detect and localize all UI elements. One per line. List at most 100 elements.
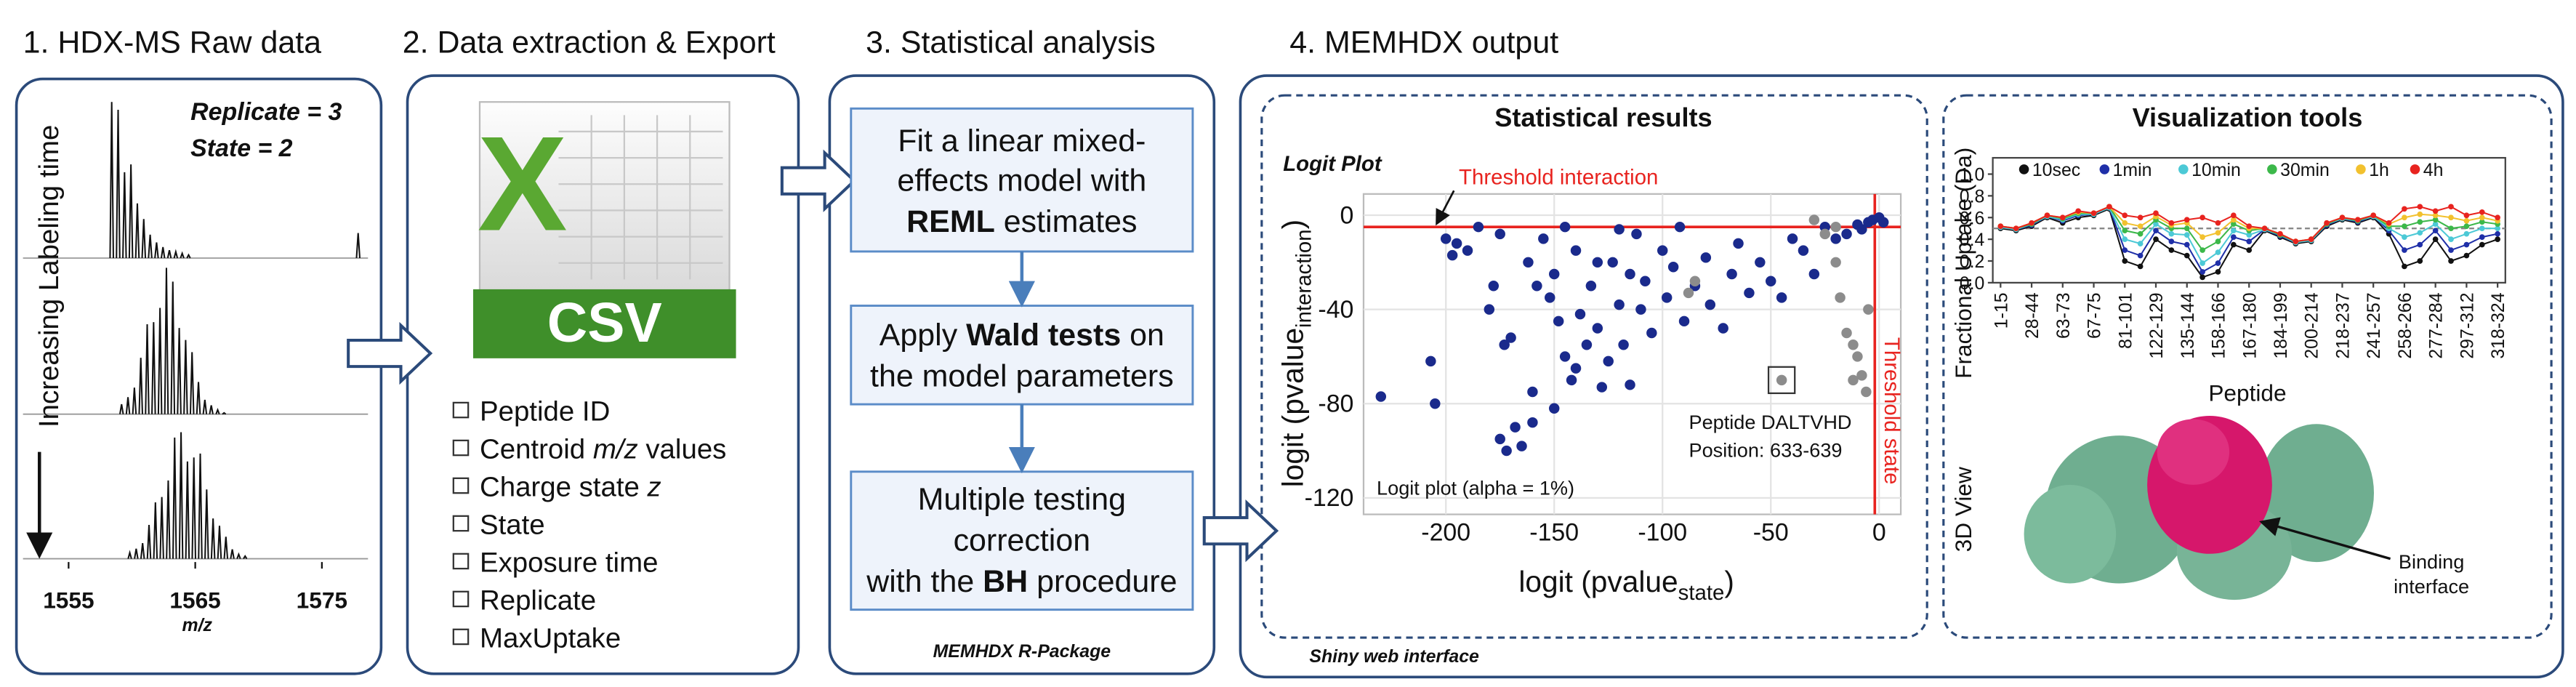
- point: [1618, 339, 1629, 350]
- x-tick-label: 200-214: [2302, 292, 2322, 358]
- point: [2495, 230, 2500, 237]
- point: [2402, 247, 2407, 253]
- field: State: [480, 510, 545, 541]
- point: [1830, 233, 1841, 244]
- point: [1830, 221, 1841, 233]
- y-tick-label: -120: [1305, 484, 1354, 512]
- point: [1667, 262, 1679, 273]
- point: [2153, 210, 2159, 217]
- point: [1635, 304, 1646, 315]
- spectrum: [109, 102, 361, 259]
- heading: 3. Statistical analysis: [866, 25, 1156, 60]
- point: [2231, 234, 2237, 240]
- x-tick-label: 158-166: [2209, 292, 2229, 358]
- point: [2215, 269, 2221, 275]
- legend-swatch: [2356, 164, 2366, 174]
- point: [1592, 257, 1603, 268]
- point: [1451, 238, 1462, 249]
- point: [2417, 219, 2423, 225]
- point: [2402, 223, 2407, 230]
- point: [1661, 292, 1673, 303]
- x-tick-label: -150: [1529, 519, 1579, 547]
- field: Exposure time: [480, 547, 658, 579]
- point: [2479, 219, 2485, 225]
- x-tick-label: -100: [1638, 519, 1687, 547]
- spectrum: [127, 432, 248, 560]
- flow-arrow: [347, 321, 433, 385]
- point: [1848, 374, 1859, 386]
- point: [1473, 221, 1484, 233]
- point: [2013, 225, 2019, 232]
- view-label: 3D View: [1950, 467, 1976, 552]
- point: [2246, 238, 2253, 244]
- point: [1819, 228, 1830, 240]
- point: [2354, 217, 2361, 223]
- point: [1505, 332, 1516, 343]
- x-tick-label: -200: [1421, 519, 1470, 547]
- point: [1625, 379, 1635, 390]
- point: [1678, 316, 1690, 327]
- point: [2463, 223, 2470, 230]
- point: [2183, 217, 2190, 223]
- legend-swatch: [2178, 164, 2189, 174]
- point: [2448, 204, 2454, 210]
- y-tick-label: 0.2: [1960, 252, 1985, 272]
- x-tick-label: 277-284: [2426, 292, 2447, 358]
- point: [1861, 386, 1872, 398]
- point: [1494, 433, 1505, 445]
- point: [2231, 212, 2237, 219]
- point: [1997, 223, 2004, 230]
- point: [1683, 287, 1694, 299]
- point: [1808, 214, 1820, 225]
- point: [1585, 280, 1597, 292]
- point: [2402, 234, 2407, 240]
- point: [2432, 236, 2439, 242]
- annotation: Position: 633-639: [1689, 438, 1842, 461]
- point: [2370, 212, 2377, 219]
- point: [1766, 276, 1776, 286]
- point: [2324, 220, 2330, 226]
- point: [2168, 238, 2175, 244]
- point: [1488, 280, 1500, 292]
- point: [2106, 204, 2112, 210]
- point: [2122, 236, 2128, 242]
- point: [1787, 233, 1798, 244]
- field: Replicate: [480, 585, 596, 616]
- y-tick-label: 0.4: [1960, 230, 1985, 250]
- point: [2261, 225, 2268, 232]
- point: [2495, 236, 2500, 242]
- x-tick-label: 318-324: [2488, 292, 2508, 358]
- x-tick-label: 297-312: [2457, 292, 2477, 358]
- point: [2308, 236, 2314, 242]
- point: [2448, 214, 2454, 221]
- x-tick-label: 1575: [297, 587, 347, 613]
- point: [2277, 230, 2283, 237]
- legend-label: 4h: [2423, 160, 2444, 180]
- threshold-label: Threshold interaction: [1459, 165, 1658, 189]
- point: [1718, 323, 1728, 334]
- point: [2246, 232, 2253, 238]
- replicate-label: Replicate = 3: [190, 98, 342, 126]
- point: [2246, 247, 2253, 253]
- point: [1430, 398, 1441, 409]
- interface-label: Shiny web interface: [1309, 646, 1479, 667]
- x-tick-label: 1-15: [1991, 292, 2011, 329]
- section-title: Visualization tools: [2133, 103, 2363, 132]
- legend-label: 1min: [2113, 160, 2152, 180]
- point: [1462, 245, 1473, 256]
- visualization-frame: [1942, 94, 2553, 639]
- protein-lobe: [2258, 424, 2374, 563]
- point: [2183, 225, 2190, 232]
- point: [1523, 257, 1534, 268]
- point: [2246, 223, 2253, 230]
- point: [2137, 214, 2144, 221]
- point: [1830, 257, 1841, 268]
- x-tick-label: 67-75: [2085, 292, 2105, 339]
- point: [2448, 225, 2454, 232]
- point: [1553, 316, 1564, 327]
- point: [1566, 374, 1577, 386]
- legend-label: 1h: [2369, 160, 2389, 180]
- point: [2199, 274, 2205, 281]
- point: [1559, 351, 1571, 362]
- point: [2122, 258, 2128, 264]
